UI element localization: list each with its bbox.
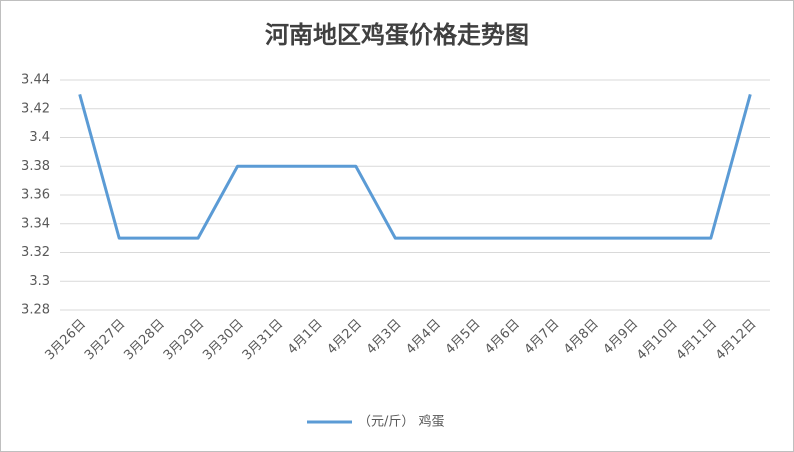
y-tick-label: 3.4 (29, 130, 50, 145)
y-tick-label: 3.44 (21, 73, 50, 88)
y-tick-label: 3.42 (21, 101, 50, 116)
y-tick-label: 3.28 (21, 303, 50, 318)
y-tick-label: 3.36 (21, 188, 50, 203)
y-tick-label: 3.34 (21, 216, 50, 231)
chart-title: 河南地区鸡蛋价格走势图 (265, 21, 529, 49)
data-line (78, 93, 752, 240)
y-tick-label: 3.38 (21, 159, 50, 174)
y-tick-label: 3.32 (21, 245, 50, 260)
y-tick-label: 3.3 (29, 274, 50, 289)
legend-label: （元/斤） 鸡蛋 (358, 414, 445, 430)
